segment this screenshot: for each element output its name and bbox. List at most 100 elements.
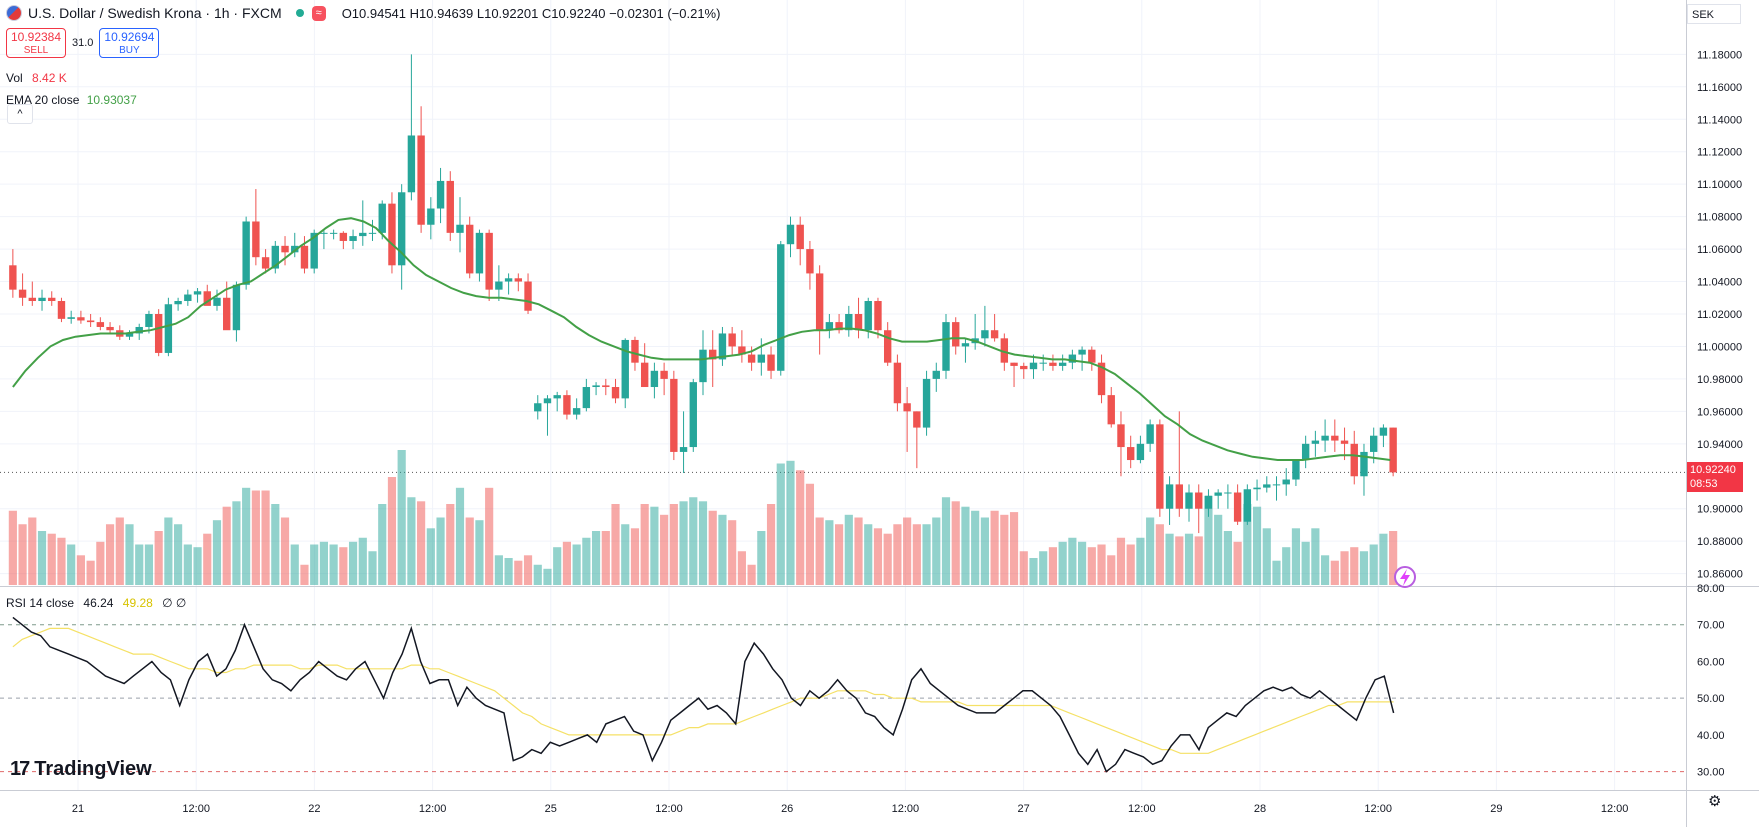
sell-button[interactable]: 10.92384 SELL: [6, 28, 66, 58]
time-tick-label: 25: [545, 803, 557, 815]
lightning-icon[interactable]: [1394, 566, 1416, 588]
rsi-axis[interactable]: 80.00 70.00 60.00 50.00 40.00 30.00: [1697, 583, 1725, 779]
volume-bar: [1379, 533, 1388, 585]
candle-body: [650, 370, 659, 388]
candle-body: [184, 294, 192, 302]
candle-body: [1292, 460, 1300, 480]
volume-bar: [1243, 504, 1252, 585]
volume-bar: [1039, 551, 1048, 585]
candle-body: [320, 232, 328, 234]
volume-bar: [8, 510, 17, 585]
chart-header: U.S. Dollar / Swedish Krona · 1h · FXCM …: [6, 4, 720, 22]
candle-body: [1340, 440, 1349, 444]
candle-body: [261, 257, 270, 269]
volume-bar: [358, 537, 367, 585]
volume-legend[interactable]: Vol 8.42 K: [6, 71, 67, 85]
volume-bar: [397, 450, 406, 585]
volume-bar: [494, 555, 503, 585]
candle-body: [543, 398, 552, 404]
candle-body: [1379, 427, 1388, 436]
volume-bar: [980, 517, 989, 585]
candle-body: [913, 411, 921, 428]
candle-body: [1233, 492, 1242, 522]
price-tick-label: 11.02000: [1697, 309, 1742, 321]
tradingview-logo[interactable]: 17 TradingView: [10, 758, 152, 781]
flag-icon: [6, 5, 22, 21]
candle-body: [193, 291, 202, 295]
volume-bar: [572, 544, 581, 585]
volume-bar: [893, 524, 902, 585]
price-tick-label: 11.00000: [1697, 341, 1742, 353]
candle-body: [300, 245, 309, 269]
volume-bar: [815, 517, 824, 585]
candle-body: [893, 362, 902, 404]
volume-bar: [475, 520, 484, 585]
volume-bar: [37, 531, 47, 585]
volume-bar: [1136, 537, 1145, 585]
rsi-legend[interactable]: RSI 14 close 46.24 49.28 ∅ ∅: [6, 596, 186, 610]
candle-body: [1097, 362, 1106, 396]
rsi-line: [12, 616, 1395, 773]
gear-icon[interactable]: ⚙: [1708, 793, 1722, 810]
volume-bar: [796, 470, 805, 585]
bar-countdown: 08:53: [1690, 478, 1718, 490]
trade-panel: 10.92384 SELL 31.0 10.92694 BUY: [6, 28, 160, 58]
volume-bar: [222, 506, 231, 585]
candle-body: [728, 333, 736, 347]
price-tick-label: 11.12000: [1697, 147, 1742, 159]
volume-bar: [426, 528, 435, 585]
last-price-tag: 10.92240 08:53: [1687, 462, 1743, 492]
buy-button[interactable]: 10.92694 BUY: [99, 28, 160, 58]
candle-body: [349, 236, 357, 241]
time-tick-label: 29: [1490, 803, 1502, 815]
candle-body: [1068, 354, 1077, 363]
wave-icon[interactable]: ≈: [311, 5, 326, 21]
candle-body: [747, 354, 756, 363]
volume-bar: [601, 531, 610, 585]
volume-bar: [125, 524, 134, 585]
candle-body: [815, 273, 824, 331]
market-open-icon: [295, 9, 304, 17]
currency-selector[interactable]: SEK: [1687, 4, 1741, 24]
price-axis[interactable]: 11.18000 11.16000 11.14000 11.12000 11.10000…: [1697, 49, 1743, 580]
volume-bar: [212, 520, 222, 585]
candle-body: [582, 387, 591, 409]
symbol-title[interactable]: U.S. Dollar / Swedish Krona · 1h · FXCM: [28, 5, 282, 21]
candle-body: [223, 297, 231, 331]
volume-bar: [1009, 512, 1019, 585]
candle-body: [883, 330, 892, 363]
time-axis[interactable]: 21 12:00 22 12:00 25 12:00 26 12:00 27 12:00 28 12:…: [72, 803, 1628, 815]
candle-body: [631, 339, 639, 363]
candle-body: [38, 297, 46, 302]
volume-bar: [1223, 531, 1232, 585]
volume-bar: [1107, 555, 1116, 585]
candle-body: [767, 354, 775, 371]
candle-body: [1107, 395, 1115, 425]
volume-bar: [1204, 495, 1213, 585]
collapse-legend-button[interactable]: ^: [7, 104, 33, 124]
volume-bar: [1078, 541, 1087, 585]
volume-bar: [621, 524, 630, 585]
ema-legend[interactable]: EMA 20 close 10.93037: [6, 93, 137, 107]
volume-bar: [873, 528, 883, 585]
candle-body: [407, 135, 416, 193]
candle-body: [281, 245, 289, 253]
volume-bar: [1126, 544, 1135, 585]
candle-body: [359, 232, 367, 237]
candle-body: [1195, 492, 1203, 509]
volume-bar: [630, 528, 640, 585]
candle-body: [271, 245, 280, 269]
volume-bar: [18, 524, 27, 585]
volume-bar: [1301, 541, 1310, 585]
candle-body: [689, 382, 697, 448]
rsi-value: 46.24: [83, 596, 114, 610]
price-tick-label: 11.10000: [1697, 179, 1742, 191]
candle-body: [806, 249, 814, 274]
time-tick-label: 12:00: [1128, 803, 1156, 815]
price-tick-label: 11.04000: [1697, 277, 1742, 289]
volume-bar: [1000, 514, 1009, 585]
candle-body: [339, 232, 348, 241]
sell-label: SELL: [23, 45, 49, 56]
candle-body: [1321, 435, 1329, 441]
